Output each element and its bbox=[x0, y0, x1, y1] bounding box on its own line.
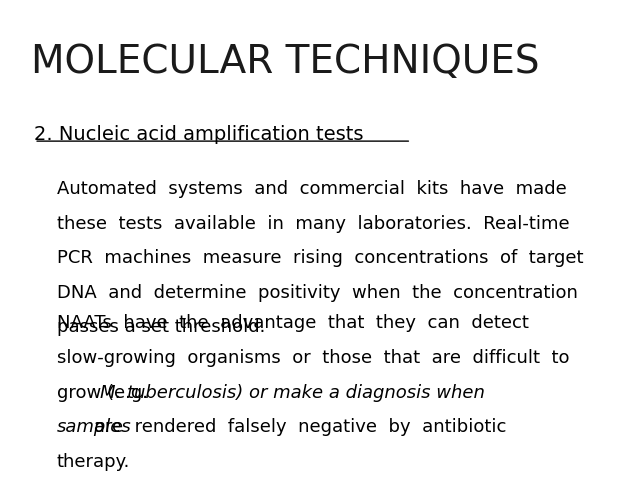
Text: 2. Nucleic acid amplification tests: 2. Nucleic acid amplification tests bbox=[34, 125, 364, 144]
Text: samples: samples bbox=[56, 418, 131, 436]
Text: DNA  and  determine  positivity  when  the  concentration: DNA and determine positivity when the co… bbox=[56, 284, 577, 301]
Text: grow (e.g.: grow (e.g. bbox=[56, 384, 153, 401]
Text: NAATs  have  the  advantage  that  they  can  detect: NAATs have the advantage that they can d… bbox=[56, 314, 529, 332]
Text: are  rendered  falsely  negative  by  antibiotic: are rendered falsely negative by antibio… bbox=[88, 418, 507, 436]
Text: these  tests  available  in  many  laboratories.  Real-time: these tests available in many laboratori… bbox=[56, 215, 569, 233]
Text: MOLECULAR TECHNIQUES: MOLECULAR TECHNIQUES bbox=[31, 43, 540, 81]
Text: slow-growing  organisms  or  those  that  are  difficult  to: slow-growing organisms or those that are… bbox=[56, 349, 569, 367]
Text: M. tuberculosis) or make a diagnosis when: M. tuberculosis) or make a diagnosis whe… bbox=[100, 384, 485, 401]
Text: Automated  systems  and  commercial  kits  have  made: Automated systems and commercial kits ha… bbox=[56, 180, 566, 198]
Text: passes a set threshold.: passes a set threshold. bbox=[56, 318, 265, 336]
Text: PCR  machines  measure  rising  concentrations  of  target: PCR machines measure rising concentratio… bbox=[56, 249, 583, 267]
Text: therapy.: therapy. bbox=[56, 453, 130, 470]
